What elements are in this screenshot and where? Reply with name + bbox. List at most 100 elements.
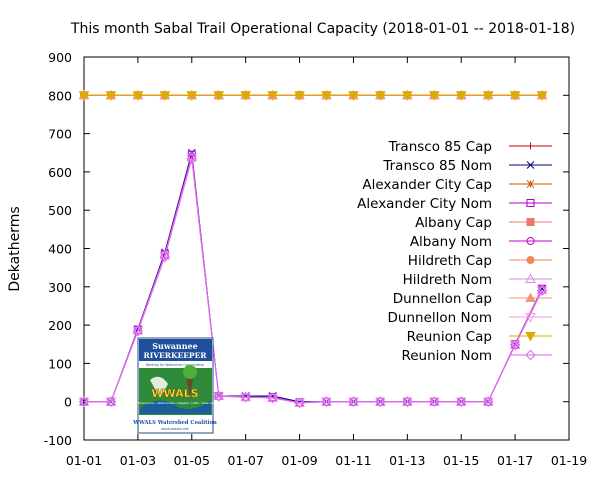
data-point-dunnellon-nom <box>294 398 305 409</box>
y-tick-label: 800 <box>48 88 72 103</box>
x-tick-label: 01-05 <box>174 453 210 468</box>
legend-marker-reunion-nom <box>525 349 536 361</box>
y-tick-label: 700 <box>48 127 72 142</box>
data-point-reunion-cap <box>375 91 386 101</box>
x-tick-label: 01-15 <box>443 453 479 468</box>
data-point-reunion-cap <box>186 91 198 101</box>
legend-marker-dunnellon-nom <box>525 313 536 323</box>
y-tick-label: 600 <box>48 165 72 180</box>
data-point-reunion-cap <box>348 91 359 101</box>
logo-towns: Withlacoochee • Willacoochee • Alapaha •… <box>135 401 215 405</box>
data-point-reunion-nom <box>536 285 548 296</box>
data-point-reunion-cap <box>321 91 332 101</box>
legend-label-albany-cap: Albany Cap <box>415 215 492 231</box>
data-point-reunion-nom <box>267 392 278 404</box>
logo-line1: Suwannee <box>152 341 197 351</box>
data-point-reunion-cap <box>240 91 252 101</box>
x-tick-label: 01-09 <box>281 453 317 468</box>
data-point-reunion-nom <box>132 326 144 337</box>
data-point-reunion-cap <box>159 91 171 101</box>
data-point-reunion-nom <box>159 251 171 263</box>
legend-marker-hildreth-nom <box>525 273 536 283</box>
legend-marker-dunnellon-cap <box>525 292 536 302</box>
data-point-reunion-nom <box>429 396 440 407</box>
legend-label-alexander-city-cap: Alexander City Cap <box>362 177 492 193</box>
x-tick-label: 01-11 <box>335 453 371 468</box>
series-group <box>78 89 548 409</box>
legend-marker-alexander-city-nom <box>526 199 535 207</box>
data-point-reunion-cap <box>428 91 440 101</box>
data-point-reunion-nom <box>294 397 305 409</box>
legend-marker-hildreth-cap <box>526 256 535 264</box>
data-point-dunnellon-nom <box>509 341 521 351</box>
y-axis-label: Dekatherms <box>7 206 23 291</box>
legend-label-reunion-cap: Reunion Cap <box>407 329 492 345</box>
y-tick-label: 0 <box>64 395 72 410</box>
data-point-reunion-nom <box>240 391 251 403</box>
data-point-reunion-nom <box>105 396 117 407</box>
data-point-hildreth-nom <box>536 284 548 294</box>
y-tick-label: 400 <box>48 242 72 257</box>
legend-label-hildreth-nom: Hildreth Nom <box>403 272 492 288</box>
data-point-reunion-cap <box>482 91 494 101</box>
y-tick-label: -100 <box>44 433 72 448</box>
chart-title: This month Sabal Trail Operational Capac… <box>70 21 575 37</box>
legend-marker-transco-85-cap <box>527 142 534 150</box>
y-tick-label: 300 <box>48 280 72 295</box>
logo-tagline: Working for Watershed Conservation <box>146 363 205 367</box>
logo-line2: RIVERKEEPER <box>143 351 207 360</box>
legend-marker-transco-85-nom <box>526 161 535 169</box>
legend-marker-reunion-cap <box>525 332 536 342</box>
data-point-reunion-cap <box>401 91 413 101</box>
data-point-reunion-cap <box>455 91 467 101</box>
legend-label-reunion-nom: Reunion Nom <box>401 348 492 364</box>
data-point-hildreth-nom <box>132 324 144 335</box>
data-point-reunion-nom <box>78 396 90 407</box>
legend-label-hildreth-cap: Hildreth Cap <box>408 253 492 269</box>
legend-marker-albany-nom <box>526 237 535 245</box>
x-tick-label: 01-17 <box>497 453 533 468</box>
data-point-reunion-cap <box>509 91 521 101</box>
x-tick-label: 01-13 <box>389 453 425 468</box>
x-tick-label: 01-07 <box>228 453 264 468</box>
x-tick-label: 01-19 <box>551 453 587 468</box>
legend: Transco 85 Cap Transco 85 Nom Alexander Ci… <box>357 139 552 364</box>
data-point-reunion-nom <box>509 339 521 351</box>
data-point-reunion-nom <box>213 391 224 402</box>
data-point-reunion-nom <box>375 396 386 407</box>
data-point-reunion-cap <box>267 91 278 101</box>
data-point-reunion-nom <box>321 396 332 407</box>
legend-label-albany-nom: Albany Nom <box>410 234 492 250</box>
y-tick-label: 900 <box>48 50 72 65</box>
logo-org: WWALS Watershed Coalition <box>132 420 217 426</box>
y-tick-label: 200 <box>48 318 72 333</box>
legend-marker-alexander-city-cap <box>526 180 535 188</box>
data-point-reunion-cap <box>213 91 225 101</box>
x-tick-label: 01-03 <box>120 453 156 468</box>
y-tick-label: 500 <box>48 203 72 218</box>
legend-label-transco-85-cap: Transco 85 Cap <box>388 139 492 155</box>
data-point-reunion-nom <box>186 153 197 165</box>
data-point-hildreth-nom <box>213 390 225 400</box>
logo-url: www.wwals.net <box>161 427 189 431</box>
data-point-reunion-nom <box>348 396 359 407</box>
data-point-reunion-cap <box>105 91 117 101</box>
x-tick-label: 01-01 <box>66 453 102 468</box>
data-point-reunion-cap <box>78 91 90 101</box>
legend-label-dunnellon-nom: Dunnellon Nom <box>388 310 493 326</box>
legend-label-alexander-city-nom: Alexander City Nom <box>357 196 492 212</box>
data-point-reunion-nom <box>482 396 494 407</box>
data-point-reunion-nom <box>456 396 467 407</box>
logo-name: WWALS <box>151 387 198 400</box>
data-point-reunion-cap <box>294 91 305 101</box>
legend-label-dunnellon-cap: Dunnellon Cap <box>393 291 492 307</box>
y-tick-label: 100 <box>48 356 72 371</box>
data-point-reunion-cap <box>132 91 144 101</box>
x-axis: 01-01 01-03 01-05 01-07 01-09 01-11 01-13 01-15… <box>66 57 587 468</box>
data-point-reunion-cap <box>536 91 548 101</box>
legend-label-transco-85-nom: Transco 85 Nom <box>382 158 492 174</box>
wwals-logo: Suwannee RIVERKEEPER Working for Watersh… <box>132 337 217 434</box>
y-axis: -100 0 100 200 300 400 500 600 700 800 900 <box>44 50 569 448</box>
legend-marker-albany-cap <box>526 218 535 226</box>
